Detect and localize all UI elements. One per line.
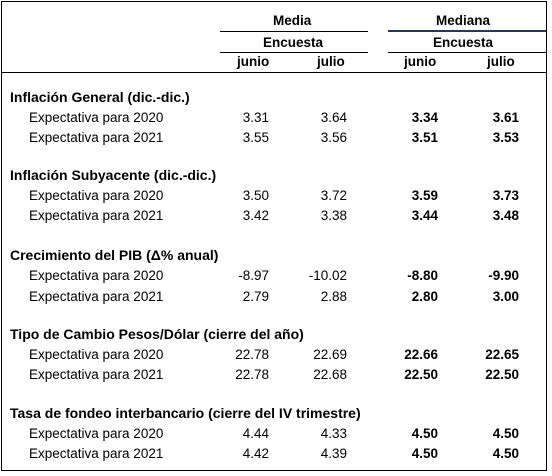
mediana-julio-header: julio [487, 54, 515, 69]
mediana-junio-cell: 4.50 [411, 446, 438, 461]
media-junio-cell: 4.44 [242, 426, 269, 441]
media-julio-cell: -10.02 [308, 268, 347, 283]
mediana-julio-cell: 3.48 [492, 208, 519, 223]
section-title: Inflación Subyacente (dic.-dic.) [10, 167, 217, 183]
row-label: Expectativa para 2021 [29, 130, 164, 145]
media-junio-cell: 3.42 [242, 208, 269, 223]
mediana-julio-cell: 3.00 [492, 289, 519, 304]
mediana-julio-cell: 3.53 [492, 130, 519, 145]
mediana-julio-cell: 3.73 [492, 188, 519, 203]
row-label: Expectativa para 2021 [29, 289, 164, 304]
section-title: Inflación General (dic.-dic.) [10, 89, 190, 105]
mediana-julio-cell: -9.90 [488, 268, 519, 283]
media-julio-cell: 22.69 [313, 347, 347, 362]
media-header-rule [220, 31, 368, 32]
media-junio-cell: 2.79 [242, 289, 269, 304]
row-label: Expectativa para 2020 [29, 188, 164, 203]
mediana-header: Mediana [436, 13, 491, 28]
expectations-table [1, 1, 547, 471]
media-julio-cell: 4.39 [320, 446, 347, 461]
media-junio-cell: -8.97 [238, 268, 269, 283]
media-junio-header: junio [237, 54, 270, 69]
media-junio-cell: 22.78 [235, 367, 269, 382]
media-header: Media [273, 13, 312, 28]
mediana-junio-cell: -8.80 [407, 268, 438, 283]
media-julio-cell: 3.72 [320, 188, 347, 203]
section-title: Tasa de fondeo interbancario (cierre del… [10, 405, 361, 421]
row-label: Expectativa para 2020 [29, 268, 164, 283]
row-label: Expectativa para 2020 [29, 347, 164, 362]
mediana-junio-cell: 3.44 [411, 208, 438, 223]
media-junio-cell: 4.42 [242, 446, 269, 461]
mediana-header-rule [388, 30, 546, 32]
mediana-julio-cell: 3.61 [492, 110, 519, 125]
mediana-junio-cell: 2.80 [411, 289, 438, 304]
mediana-junio-cell: 22.66 [404, 347, 438, 362]
mediana-junio-header: junio [404, 54, 437, 69]
media-encuesta-label: Encuesta [263, 35, 324, 50]
row-label: Expectativa para 2021 [29, 208, 164, 223]
mediana-julio-cell: 4.50 [492, 426, 519, 441]
mediana-junio-cell: 4.50 [411, 426, 438, 441]
row-label: Expectativa para 2020 [29, 426, 164, 441]
media-junio-cell: 22.78 [235, 347, 269, 362]
header-bottom-rule [2, 72, 547, 73]
media-junio-cell: 3.31 [242, 110, 269, 125]
media-julio-cell: 22.68 [313, 367, 347, 382]
row-label: Expectativa para 2021 [29, 367, 164, 382]
media-encuesta-rule [220, 52, 368, 53]
media-junio-cell: 3.55 [242, 130, 269, 145]
mediana-junio-cell: 3.59 [411, 188, 438, 203]
mediana-junio-cell: 3.34 [411, 110, 438, 125]
section-title: Crecimiento del PIB (Δ% anual) [10, 247, 219, 263]
media-julio-cell: 4.33 [320, 426, 347, 441]
mediana-julio-cell: 22.50 [485, 367, 519, 382]
mediana-junio-cell: 22.50 [404, 367, 438, 382]
media-junio-cell: 3.50 [242, 188, 269, 203]
media-julio-cell: 3.56 [320, 130, 347, 145]
media-julio-cell: 2.88 [320, 289, 347, 304]
section-title: Tipo de Cambio Pesos/Dólar (cierre del a… [10, 326, 304, 342]
mediana-julio-cell: 22.65 [485, 347, 519, 362]
mediana-julio-cell: 4.50 [492, 446, 519, 461]
row-label: Expectativa para 2021 [29, 446, 164, 461]
mediana-encuesta-label: Encuesta [433, 35, 494, 50]
mediana-junio-cell: 3.51 [411, 130, 438, 145]
row-label: Expectativa para 2020 [29, 110, 164, 125]
media-julio-cell: 3.64 [320, 110, 347, 125]
media-julio-header: julio [317, 54, 345, 69]
mediana-encuesta-rule [388, 52, 546, 53]
media-julio-cell: 3.38 [320, 208, 347, 223]
